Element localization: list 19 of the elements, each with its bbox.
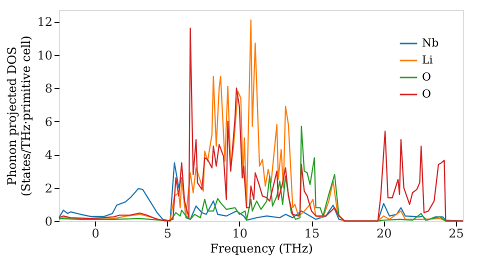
x-axis-title: Frequency (THz)	[210, 242, 313, 256]
x-tick-label: 5	[164, 226, 172, 240]
legend-label: Li	[422, 54, 434, 66]
x-tick-label: 25	[448, 226, 464, 240]
legend-label: Nb	[422, 36, 439, 50]
x-tick-label: 15	[304, 226, 320, 240]
y-tick-label: 8	[44, 82, 52, 96]
y-tick-label: 4	[44, 148, 53, 162]
y-tick-label: 10	[37, 48, 52, 62]
x-tick-label: 0	[92, 226, 100, 240]
y-tick-label: 12	[37, 15, 52, 30]
x-tick-label: 20	[376, 226, 392, 240]
legend-label: O	[422, 88, 432, 100]
y-axis-title: Phonon projected DOS (States/THz·primitive cell)	[5, 36, 34, 196]
y-tick-label: 6	[44, 114, 52, 129]
y-tick-label: 2	[44, 181, 52, 196]
y-tick-label: 0	[44, 214, 52, 228]
legend-label: O	[422, 70, 432, 84]
x-tick-label: 10	[232, 226, 248, 240]
